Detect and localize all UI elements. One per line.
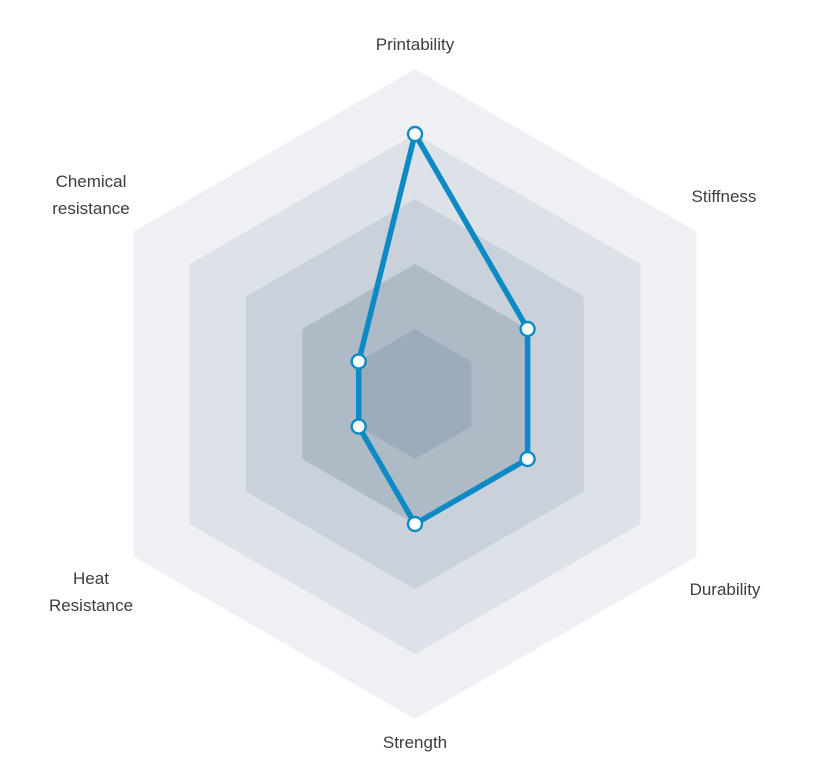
axis-label-strength: Strength <box>382 733 448 752</box>
data-point-marker <box>350 418 367 435</box>
data-point-marker <box>406 125 424 143</box>
data-point-marker <box>350 353 367 370</box>
axis-label-chemical-resistance: Chemical resistance <box>52 172 130 218</box>
axis-label-heat-resistance: Heat Resistance <box>48 569 134 615</box>
axis-label-printability: Printability <box>375 35 455 54</box>
axis-label-durability: Durability <box>689 580 761 599</box>
grid-ring-level-1 <box>358 329 472 459</box>
data-point-marker <box>519 320 536 338</box>
data-point-marker <box>406 515 424 533</box>
data-point-marker <box>519 450 536 468</box>
axis-label-stiffness: Stiffness <box>691 187 757 206</box>
